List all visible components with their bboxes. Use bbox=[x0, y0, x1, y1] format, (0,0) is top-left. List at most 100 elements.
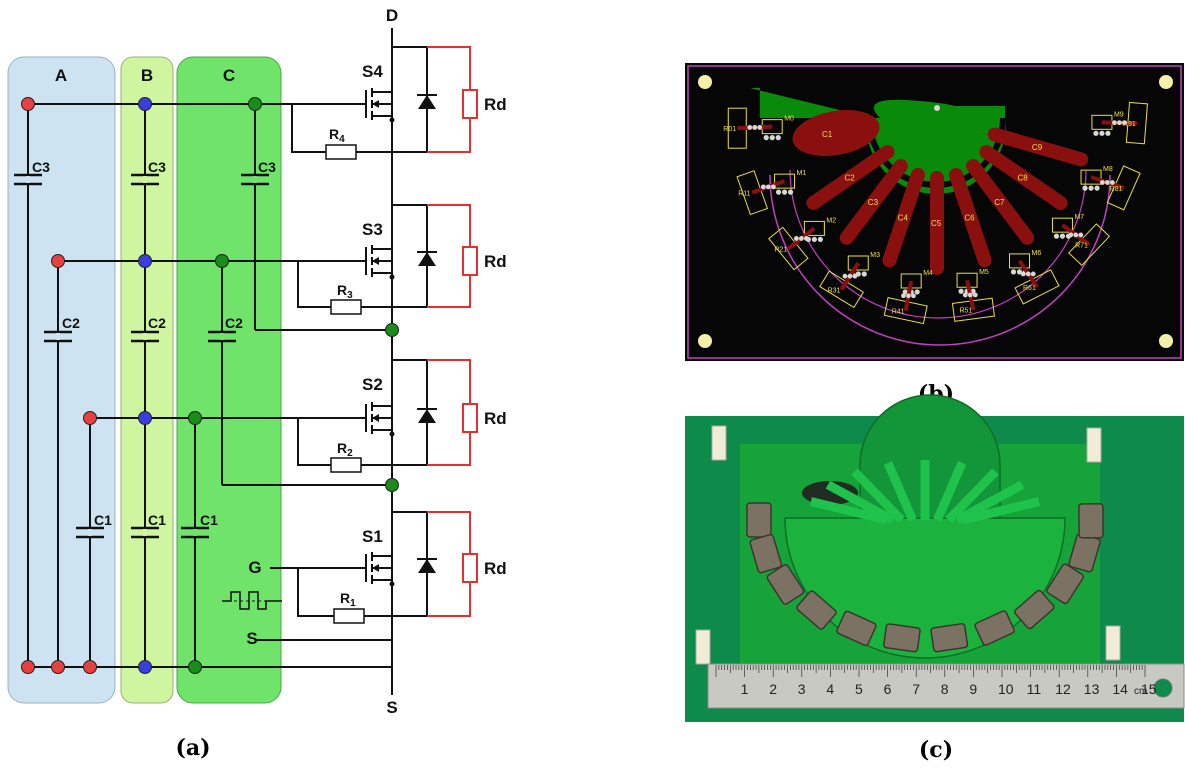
pcb-mosfet-label: M4 bbox=[923, 270, 933, 277]
pcb-resistor-label: R81 bbox=[1110, 186, 1123, 193]
capacitor-a-c3: C3 bbox=[14, 159, 50, 186]
junction-node bbox=[83, 660, 97, 674]
ruler-number: 14 bbox=[1112, 681, 1128, 697]
pcb-mosfet-label: M8 bbox=[1103, 166, 1113, 173]
pcb-capacitor-label: C2 bbox=[844, 173, 855, 182]
photo-pad bbox=[883, 461, 917, 522]
photo-resistor-block bbox=[883, 623, 921, 653]
pcb-resistor-label: R91 bbox=[1123, 121, 1136, 128]
switch-label-s3: S3 bbox=[362, 220, 383, 239]
junction-node bbox=[51, 254, 65, 268]
damping-resistor-label: Rd bbox=[484, 95, 507, 114]
cap-label-c-c2: C2 bbox=[225, 315, 243, 331]
pcb-resistor-label: R71 bbox=[1075, 243, 1088, 250]
photo-resistor-block bbox=[749, 533, 783, 574]
pcb-mosfet-label: M1 bbox=[797, 170, 807, 177]
standoff bbox=[1105, 625, 1121, 661]
pcb-resistor-r51: R51 bbox=[951, 279, 996, 322]
cap-label-a-c2: C2 bbox=[62, 315, 80, 331]
copper-pour bbox=[750, 88, 1005, 182]
pcb-mosfet-label: M9 bbox=[1114, 111, 1124, 118]
svg-text:R3: R3 bbox=[337, 282, 353, 301]
ruler-number: 13 bbox=[1084, 681, 1100, 697]
r4-sub: 4 bbox=[339, 134, 345, 145]
photo-resistor-block bbox=[974, 610, 1015, 646]
pcb-mosfet-label: M7 bbox=[1074, 214, 1084, 221]
panel-b-pcb-layout: C1 C2 C3 C4 C5 C6 C7 C8 C9 M0 R01 M1 R11 M2 R21 M3 R31 M4… bbox=[685, 63, 1184, 407]
photo-pad bbox=[825, 480, 895, 524]
r4-main: R bbox=[329, 126, 339, 142]
cap-label-c-c3: C3 bbox=[258, 159, 276, 175]
cap-label-b-c1: C1 bbox=[148, 512, 166, 528]
r2-main: R bbox=[337, 440, 347, 456]
ruler-number: 2 bbox=[769, 681, 777, 697]
pcb-mosfet-m1: M1 bbox=[774, 170, 807, 195]
photo-pad bbox=[809, 497, 889, 525]
pcb-resistor-label: R51 bbox=[959, 308, 972, 315]
switch-stage-s4: S4 Rd bbox=[362, 46, 507, 153]
pcb-capacitor-c8: C8 bbox=[979, 144, 1068, 210]
ruler-number: 9 bbox=[969, 681, 977, 697]
pcb-components: C1 C2 C3 C4 C5 C6 C7 C8 C9 M0 R01 M1 R11 M2 R21 M3 R31 M4… bbox=[723, 101, 1149, 325]
photo-resistor-block bbox=[746, 502, 772, 538]
pcb-resistor-r01: R01 bbox=[723, 107, 773, 149]
ruler-number: 7 bbox=[912, 681, 920, 697]
cap-label-c-c1: C1 bbox=[200, 512, 218, 528]
pcb-capacitor-label: C6 bbox=[964, 214, 975, 223]
r1-sub: 1 bbox=[350, 598, 356, 609]
pcb-resistor-r21: R21 bbox=[768, 226, 816, 271]
switch-label-s2: S2 bbox=[362, 375, 383, 394]
cap-label-a-c3: C3 bbox=[32, 159, 50, 175]
pcb-capacitor-c5: C5 bbox=[930, 171, 944, 275]
pcb-resistor-r41: R41 bbox=[883, 280, 928, 325]
pcb-resistor-label: R31 bbox=[828, 287, 841, 294]
ruler-number: 11 bbox=[1027, 681, 1042, 697]
svg-text:R1: R1 bbox=[340, 590, 356, 609]
r1-main: R bbox=[340, 590, 350, 606]
switch-stage-s2: S2 Rd bbox=[362, 359, 507, 466]
pcb-resistor-label: R21 bbox=[774, 246, 787, 253]
svg-text:R2: R2 bbox=[337, 440, 353, 459]
photo-resistor-block bbox=[1014, 589, 1055, 630]
ruler-number: 10 bbox=[998, 681, 1014, 697]
pcb-capacitor-c1: C1 bbox=[792, 110, 880, 156]
pcb-mosfet-label: M5 bbox=[979, 269, 989, 276]
ruler-number: 8 bbox=[941, 681, 949, 697]
mount-hole bbox=[1159, 75, 1173, 89]
panel-c-photo: 1 2 3 4 5 6 7 8 9 10 11 12 13 14 15 cm (c) bbox=[685, 394, 1185, 763]
capacitor-c-c3: C3 bbox=[241, 159, 276, 186]
junction-node bbox=[188, 660, 202, 674]
panel-c-caption: (c) bbox=[919, 737, 953, 763]
ruler-scale: 1 2 3 4 5 6 7 8 9 10 11 12 13 14 15 bbox=[715, 665, 1157, 697]
cap-label-b-c2: C2 bbox=[148, 315, 166, 331]
junction-node bbox=[385, 323, 399, 337]
pcb-capacitor-c4: C4 bbox=[882, 167, 925, 268]
drain-label: D bbox=[386, 6, 398, 25]
junction-node bbox=[215, 254, 229, 268]
damping-resistor-label: Rd bbox=[484, 409, 507, 428]
column-b-label: B bbox=[141, 66, 153, 85]
source-label: S bbox=[386, 698, 397, 717]
junction-node bbox=[138, 97, 152, 111]
ruler-number: 1 bbox=[741, 681, 749, 697]
photo-resistor-block bbox=[796, 590, 837, 630]
pcb-resistor-r71: R71 bbox=[1061, 223, 1111, 267]
switch-label-s1: S1 bbox=[362, 527, 383, 546]
gate-resistor-r3: R3 bbox=[330, 282, 362, 315]
mount-hole bbox=[1159, 334, 1173, 348]
pcb-mosfet-label: M0 bbox=[784, 116, 794, 123]
pcb-resistor-label: R11 bbox=[738, 191, 750, 198]
photo-pad bbox=[933, 461, 967, 522]
switch-label-s4: S4 bbox=[362, 62, 383, 81]
pcb-resistor-label: R01 bbox=[723, 126, 736, 133]
pcb-resistor-label: R41 bbox=[892, 309, 905, 316]
photo-resistor-block bbox=[766, 564, 805, 605]
column-b-box bbox=[120, 56, 174, 704]
svg-text:R4: R4 bbox=[329, 126, 345, 145]
gate-resistor-r2: R2 bbox=[330, 440, 362, 473]
damping-resistor-label: Rd bbox=[484, 252, 507, 271]
junction-nodes bbox=[21, 97, 399, 674]
pcb-resistor-r31: R31 bbox=[819, 261, 865, 309]
pcb-capacitor-label: C8 bbox=[1018, 173, 1029, 182]
